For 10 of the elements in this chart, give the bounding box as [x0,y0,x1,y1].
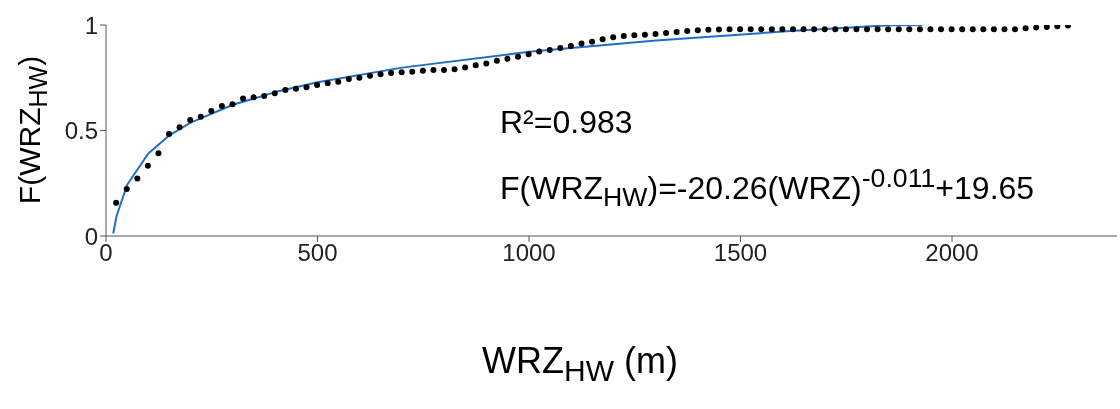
x-tick-label: 2000 [925,239,979,267]
x-axis-title: WRZ$_{HW}$ (m) [481,340,679,389]
annotation: R²=0.983 [500,104,633,140]
x-tick-label: 1500 [713,239,768,267]
y-tick-label: 0 [84,222,98,250]
annotation: F(WRZ$_{HW}$)=-20.26(WRZ)$^{-0.011}$+19.65 [500,162,1035,215]
x-tick-label: 500 [297,239,338,267]
y-tick-label: 0.5 [64,117,98,145]
y-tick-label: 1 [84,11,98,39]
x-tick-label: 1000 [502,239,556,267]
